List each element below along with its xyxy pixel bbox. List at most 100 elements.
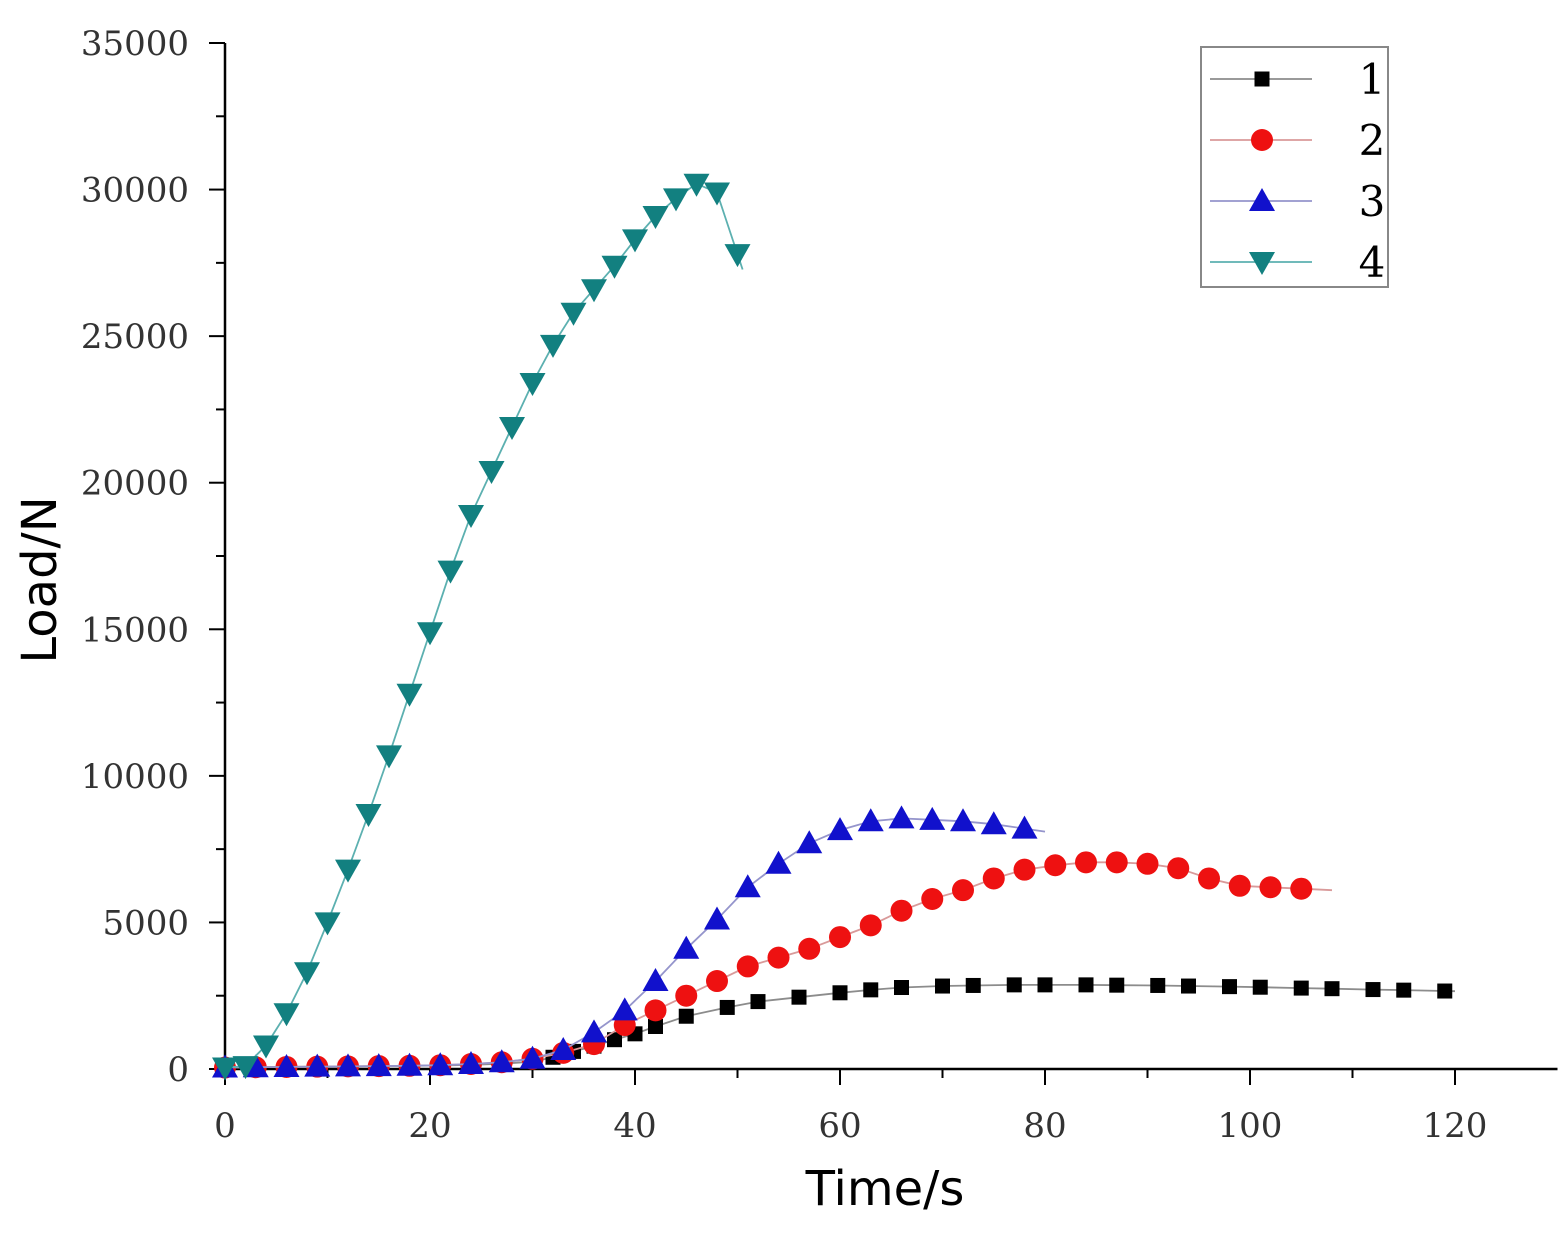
x-tick-label: 40	[613, 1106, 656, 1146]
data-point	[1396, 982, 1412, 998]
y-tick-label: 35000	[81, 24, 189, 64]
data-point	[294, 962, 320, 986]
data-point	[1013, 858, 1036, 881]
data-point	[683, 173, 710, 197]
data-point	[791, 989, 807, 1005]
series-3	[212, 805, 1046, 1078]
legend-label-4: 4	[1359, 238, 1386, 287]
data-point	[950, 808, 976, 832]
data-point	[767, 946, 790, 969]
data-point	[798, 937, 821, 960]
data-point	[724, 244, 751, 268]
legend-marker-2	[1251, 129, 1273, 151]
data-point	[982, 867, 1005, 890]
data-point	[919, 806, 946, 830]
data-point	[1259, 876, 1282, 899]
x-tick-label: 0	[214, 1106, 236, 1146]
data-point	[232, 1056, 259, 1080]
data-point	[675, 984, 698, 1007]
data-point	[734, 874, 761, 898]
y-tick-label: 0	[167, 1050, 189, 1090]
data-point	[601, 255, 628, 279]
data-point	[1222, 979, 1237, 995]
data-point	[1437, 983, 1453, 999]
data-point	[965, 977, 981, 993]
data-point	[857, 808, 884, 832]
data-point	[1228, 874, 1251, 897]
data-point	[1290, 877, 1313, 900]
data-point	[1181, 978, 1196, 994]
data-point	[1044, 854, 1067, 877]
data-point	[1150, 977, 1166, 993]
data-point	[642, 205, 669, 229]
y-tick-label: 5000	[102, 903, 189, 943]
data-point	[673, 935, 700, 959]
data-point	[1293, 980, 1309, 996]
data-point	[458, 1051, 484, 1075]
data-point	[863, 982, 879, 998]
data-point	[519, 373, 546, 397]
legend: 1 2 3 4	[1200, 46, 1389, 288]
data-point	[704, 182, 730, 206]
legend-box	[1200, 46, 1389, 288]
data-point	[921, 887, 944, 910]
data-point	[1006, 977, 1022, 993]
data-point	[890, 899, 913, 922]
data-point	[550, 1036, 577, 1060]
y-axis: 0 5000 10000 15000 20000 25000 30000 35000	[81, 24, 227, 1090]
data-point	[314, 912, 341, 936]
legend-marker-4	[1249, 252, 1275, 275]
data-point	[704, 906, 730, 930]
data-point	[560, 302, 587, 326]
x-tick-label: 120	[1423, 1106, 1488, 1146]
data-point	[540, 334, 566, 358]
data-point	[376, 745, 402, 769]
data-point	[648, 1018, 663, 1034]
data-point	[1105, 851, 1128, 874]
data-point	[355, 803, 382, 827]
data-point	[663, 188, 689, 212]
data-point	[519, 1045, 546, 1069]
data-point	[1167, 857, 1190, 880]
data-point	[1198, 867, 1220, 890]
y-axis-title: Load/N	[12, 496, 68, 663]
x-tick-label: 20	[408, 1106, 451, 1146]
x-tick-label: 100	[1218, 1106, 1283, 1146]
data-point	[1109, 977, 1125, 993]
data-point	[980, 811, 1007, 835]
data-point	[644, 999, 667, 1022]
data-point	[273, 1053, 300, 1077]
y-tick-label: 15000	[81, 610, 189, 650]
x-axis: 0 20 40 60 80 100 120	[214, 1067, 1558, 1146]
data-point	[212, 1057, 238, 1081]
data-point	[796, 830, 823, 854]
data-point	[458, 504, 484, 528]
data-point	[935, 978, 950, 994]
legend-marker-1	[1254, 71, 1270, 87]
data-point	[335, 859, 361, 883]
data-point	[678, 1008, 694, 1024]
data-point	[859, 914, 882, 937]
data-point	[894, 980, 909, 996]
data-point	[622, 229, 648, 253]
legend-label-2: 2	[1359, 116, 1386, 165]
data-point	[607, 1032, 622, 1048]
data-point	[396, 1052, 423, 1076]
data-point	[581, 279, 607, 303]
data-point	[417, 622, 443, 646]
data-point	[437, 560, 464, 584]
series-2	[214, 851, 1333, 1079]
data-point	[1136, 852, 1159, 875]
data-point	[827, 817, 853, 841]
y-tick-label: 25000	[81, 317, 189, 357]
data-point	[888, 805, 915, 829]
data-point	[396, 683, 423, 707]
legend-label-1: 1	[1359, 55, 1386, 104]
x-tick-label: 80	[1023, 1106, 1066, 1146]
data-point	[719, 999, 735, 1015]
legend-marker-3	[1249, 188, 1275, 211]
data-point	[365, 1053, 392, 1077]
y-tick-label: 10000	[81, 757, 189, 797]
data-point	[499, 417, 525, 441]
